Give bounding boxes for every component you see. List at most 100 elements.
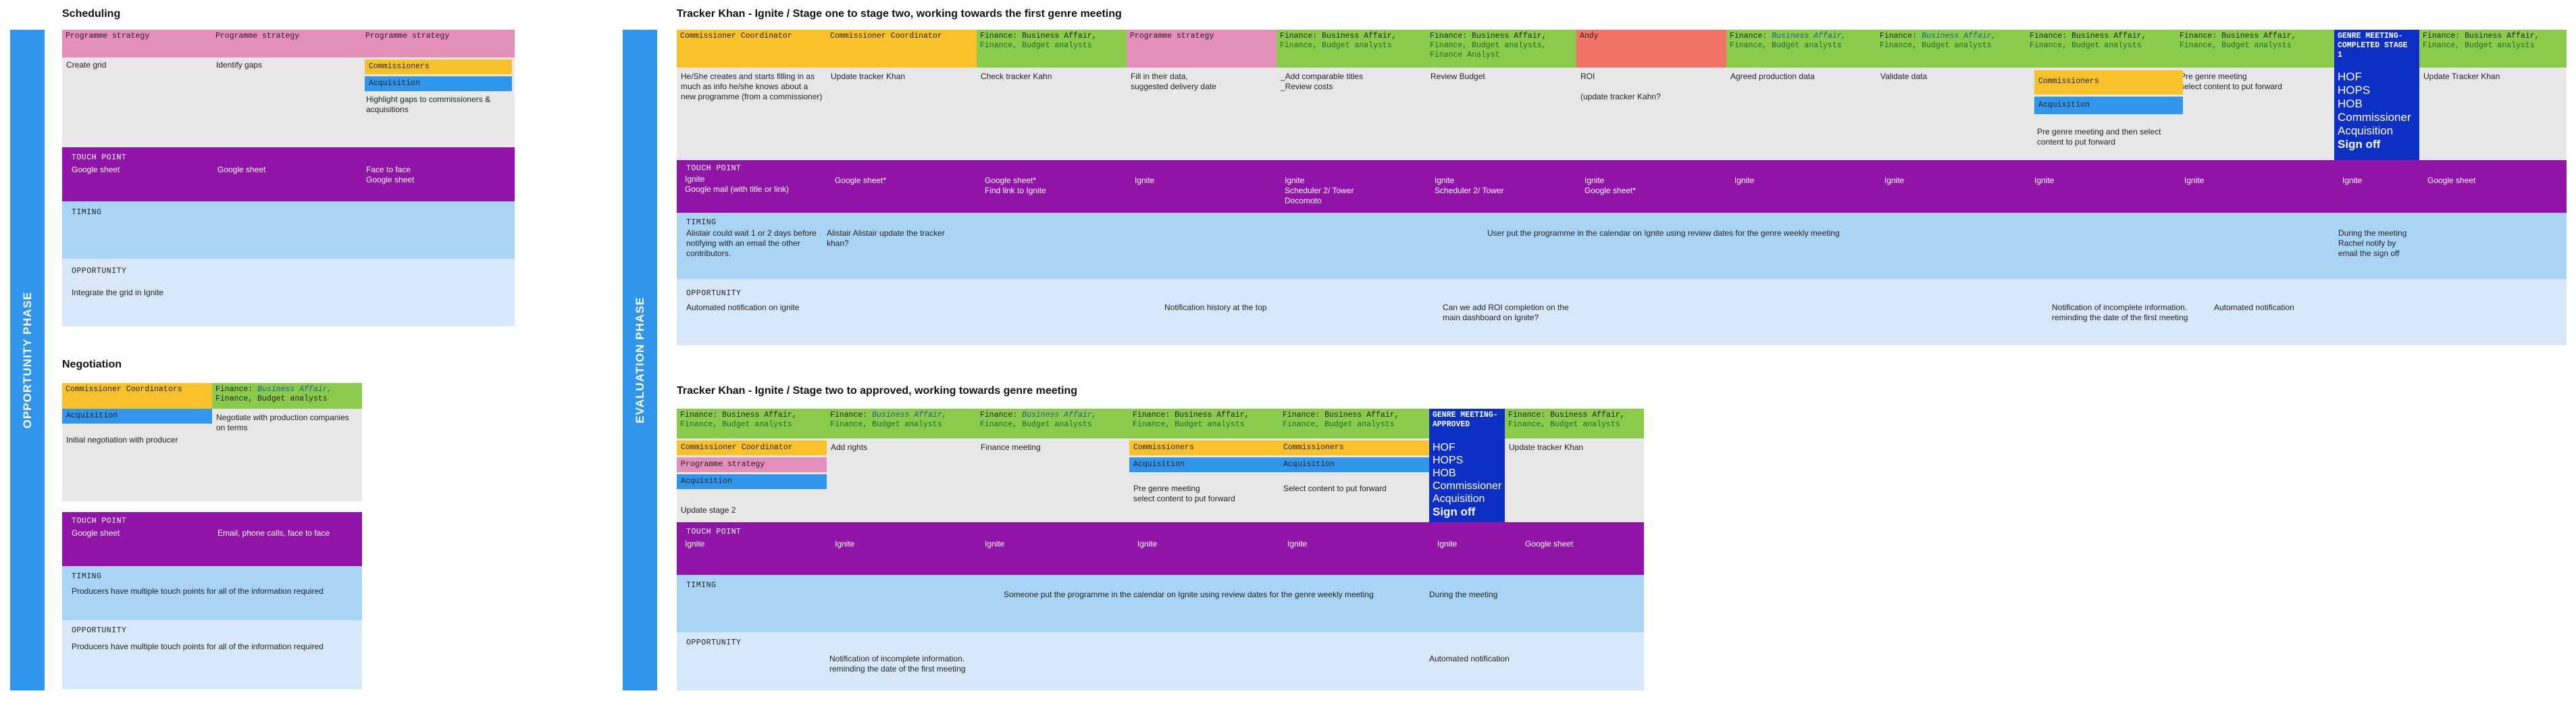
stage-two-header-2: Finance: Business Affair, Finance, Budget… [827, 409, 977, 438]
genre-item-hops: HOPS [2338, 84, 2371, 97]
opportunity-phase-bar: OPPORTUNITY PHASE [10, 30, 45, 690]
stage-one-touch-13: Google sheet [2427, 176, 2476, 185]
stage-one-touch-9: Ignite [1884, 176, 1905, 185]
stage-one-header-12: GENRE MEETING- COMPLETED STAGE 1 [2334, 30, 2419, 68]
scheduling-sub-acquisition: Acquisition [365, 76, 512, 91]
stage-one-sub-commissioners: Commissioners [2034, 70, 2183, 95]
stage-one-action-4: Fill in their data, suggested delivery d… [1131, 72, 1216, 91]
stage-two-header-4: Finance: Business Affair, Finance, Budget… [1129, 409, 1279, 438]
scheduling-touch-2: Google sheet [217, 165, 266, 174]
stage-one-action-13: Update Tracker Khan [2423, 72, 2500, 81]
stage-two-col1-coordinator: Commissioner Coordinator [677, 440, 827, 455]
negotiation-title: Negotiation [62, 359, 122, 370]
stage-two-header-6: GENRE MEETING- APPROVED [1429, 409, 1505, 438]
genre-item-signoff: Sign off [2338, 138, 2381, 151]
stage-one-touch-8: Ignite [1734, 176, 1755, 185]
stage-one-action-6: Review Budget [1431, 72, 1485, 81]
stage-two-opportunity-label: OPPORTUNITY [686, 638, 742, 647]
negotiation-header-2: Finance: Business Affair, Finance, Budge… [212, 383, 362, 409]
scheduling-opportunity-label: OPPORTUNITY [72, 267, 127, 276]
stage-one-sub-text: Pre genre meeting and then select conten… [2037, 127, 2161, 147]
negotiation-action-1: Initial negotiation with producer [66, 435, 178, 445]
stage-two-header-3: Finance: Business Affair, Finance, Budget… [977, 409, 1129, 438]
scheduling-header-2: Programme strategy [212, 30, 362, 57]
stage-one-timing-3: User put the programme in the calendar o… [1487, 228, 1840, 238]
stage-two-touch-6: Ignite [1437, 539, 1458, 549]
scheduling-touch-label: TOUCH POINT [72, 153, 127, 162]
stage-two-col5-acquisition: Acquisition [1279, 457, 1429, 472]
stage-one-header-11: Finance: Business Affair, Finance, Budget… [2176, 30, 2334, 68]
stage-one-actions-row [677, 68, 2567, 160]
stage-one-touch-row [677, 160, 2567, 213]
stage-one-header-8: Finance: Business Affair, Finance, Budget… [1726, 30, 1876, 68]
stage-one-sub-acquisition: Acquisition [2034, 97, 2183, 114]
stage-one-timing-4: During the meeting Rachel notify by emai… [2338, 228, 2407, 258]
stage-two-header-5: Finance: Business Affair, Finance, Budget… [1279, 409, 1429, 438]
scheduling-opportunity-text: Integrate the grid in Ignite [72, 288, 164, 297]
stage-two-col5-text: Select content to put forward [1283, 484, 1387, 493]
stage-one-touch-7: Ignite Google sheet* [1585, 176, 1637, 195]
negotiation-timing-text: Producers have multiple touch points for… [72, 586, 324, 596]
stage-one-touch-2: Google sheet* [835, 176, 887, 185]
stage-one-title: Tracker Khan - Ignite / Stage one to sta… [677, 8, 1122, 20]
scheduling-header-1: Programme strategy [62, 30, 212, 57]
negotiation-actions-row [62, 409, 362, 501]
stage-one-header-1: Commissioner Coordinator [677, 30, 827, 68]
scheduling-touch-1: Google sheet [72, 165, 120, 174]
stage-two-touch-7: Google sheet [1525, 539, 1574, 549]
negotiation-timing-row [62, 566, 362, 620]
stage-two-title: Tracker Khan - Ignite / Stage two to app… [677, 385, 1077, 397]
stage-one-opportunity-4: Notification of incomplete information. … [2052, 303, 2188, 322]
stage-one-timing-label: TIMING [686, 218, 717, 227]
stage-one-header-3: Finance: Business Affair, Finance, Budget… [977, 30, 1127, 68]
stage-one-opportunity-3: Can we add ROI completion on the main da… [1443, 303, 1569, 322]
negotiation-touch-row [62, 512, 362, 566]
stage-two-touch-label: TOUCH POINT [686, 528, 742, 536]
stage-one-timing-row [677, 213, 2567, 279]
scheduling-title: Scheduling [62, 8, 121, 20]
genre-item-hof: HOF [1433, 442, 1456, 453]
negotiation-opportunity-label: OPPORTUNITY [72, 626, 127, 635]
negotiation-touch-1: Google sheet [72, 528, 120, 538]
stage-one-opportunity-row [677, 279, 2567, 345]
stage-one-touch-4: Ignite [1135, 176, 1155, 185]
negotiation-timing-label: TIMING [72, 572, 102, 581]
stage-two-col5-commissioners: Commissioners [1279, 440, 1429, 455]
genre-item-commissioner: Commissioner [1433, 480, 1502, 492]
scheduling-action-3: Highlight gaps to commissioners & acquis… [366, 95, 491, 114]
stage-one-genre-box: HOF HOPS HOB Commissioner Acquisition Si… [2334, 68, 2419, 160]
genre-item-hops: HOPS [1433, 455, 1464, 466]
stage-two-touch-4: Ignite [1137, 539, 1158, 549]
stage-one-touch-10: Ignite [2034, 176, 2055, 185]
stage-two-header-7: Finance: Business Affair, Finance, Budget… [1505, 409, 1644, 438]
stage-two-timing-1: Someone put the programme in the calenda… [1004, 590, 1374, 599]
stage-one-opportunity-2: Notification history at the top [1164, 303, 1267, 312]
negotiation-opportunity-text: Producers have multiple touch points for… [72, 642, 324, 651]
genre-item-signoff: Sign off [1433, 505, 1476, 518]
stage-two-touch-row [677, 522, 1644, 575]
stage-one-action-9: Validate data [1880, 72, 1928, 81]
genre-item-hof: HOF [2338, 70, 2362, 83]
stage-one-header-10: Finance: Business Affair, Finance, Budget… [2026, 30, 2176, 68]
stage-two-col4-acquisition: Acquisition [1129, 457, 1279, 472]
genre-item-hob: HOB [2338, 97, 2363, 110]
stage-one-header-9: Finance: Business Affair, Finance, Budget… [1876, 30, 2026, 68]
scheduling-timing-label: TIMING [72, 208, 102, 217]
genre-item-acquisition: Acquisition [1433, 493, 1485, 505]
stage-two-timing-row [677, 575, 1644, 632]
negotiation-opportunity-row [62, 620, 362, 689]
stage-two-touch-5: Ignite [1287, 539, 1308, 549]
stage-one-action-1: He/She creates and starts filling in as … [681, 72, 823, 101]
stage-one-touch-6: Ignite Scheduler 2/ Tower [1435, 176, 1504, 195]
scheduling-header-3: Programme strategy [362, 30, 515, 57]
stage-one-opportunity-1: Automated notification on ignite [686, 303, 800, 312]
scheduling-sub-commissioners: Commissioners [365, 59, 512, 74]
scheduling-opportunity-row [62, 259, 515, 326]
stage-one-touch-5: Ignite Scheduler 2/ Tower Docomoto [1285, 176, 1354, 205]
stage-two-action-7: Update tracker Khan [1509, 442, 1584, 452]
stage-one-opportunity-label: OPPORTUNITY [686, 289, 742, 298]
stage-two-opportunity-1: Notification of incomplete information. … [829, 654, 966, 674]
scheduling-touch-row [62, 147, 515, 201]
scheduling-touch-3: Face to face Google sheet [366, 165, 415, 184]
negotiation-action-2: Negotiate with production companies on t… [216, 413, 349, 432]
